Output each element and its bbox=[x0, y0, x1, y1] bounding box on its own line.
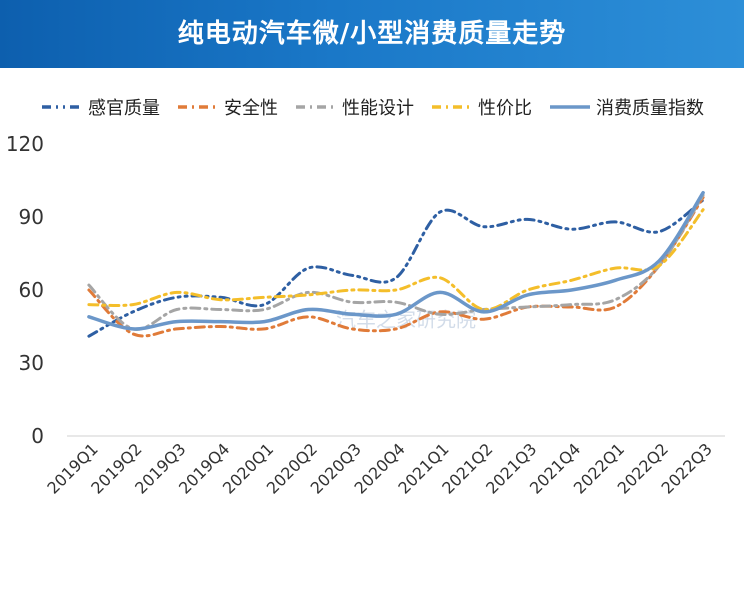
legend-item: 消费质量指数 bbox=[548, 94, 704, 120]
legend-label: 消费质量指数 bbox=[596, 98, 704, 119]
y-tick-label: 120 bbox=[6, 132, 44, 156]
series-line bbox=[87, 198, 705, 338]
legend-label: 性能设计 bbox=[342, 98, 414, 119]
series-line bbox=[87, 193, 705, 331]
series-line bbox=[87, 190, 705, 331]
series-line bbox=[87, 196, 705, 338]
line-chart: 03060901202019Q12019Q22019Q32019Q42020Q1… bbox=[6, 132, 725, 498]
legend-swatch bbox=[42, 105, 82, 109]
chart-title: 纯电动汽车微/小型消费质量走势 bbox=[177, 19, 567, 49]
y-tick-label: 90 bbox=[19, 205, 44, 229]
legend-swatch bbox=[550, 105, 590, 109]
title-bar: 纯电动汽车微/小型消费质量走势 bbox=[0, 0, 744, 68]
y-tick-label: 60 bbox=[19, 278, 44, 302]
legend-item: 性价比 bbox=[430, 94, 532, 120]
series-line bbox=[87, 208, 705, 312]
legend-item: 感官质量 bbox=[40, 94, 160, 120]
legend-label: 安全性 bbox=[224, 98, 278, 119]
legend-swatch bbox=[296, 105, 336, 109]
legend-label: 性价比 bbox=[478, 98, 532, 119]
legend-item: 性能设计 bbox=[294, 94, 414, 120]
y-tick-label: 0 bbox=[31, 424, 44, 448]
legend-swatch bbox=[432, 105, 472, 109]
legend-label: 感官质量 bbox=[88, 98, 160, 119]
legend: 感官质量 安全性 性能设计 性价比 消费质量指数 bbox=[40, 92, 740, 122]
legend-item: 安全性 bbox=[176, 94, 278, 120]
legend-swatch bbox=[178, 105, 218, 109]
y-tick-label: 30 bbox=[19, 351, 44, 375]
